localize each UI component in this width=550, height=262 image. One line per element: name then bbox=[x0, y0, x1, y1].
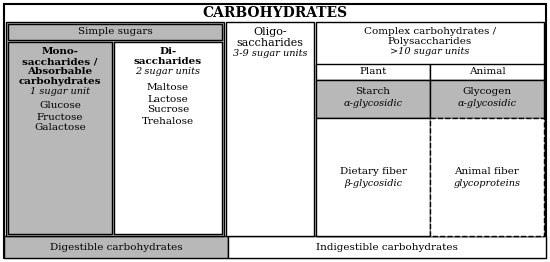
Text: Trehalose: Trehalose bbox=[142, 117, 194, 125]
Text: 1 sugar unit: 1 sugar unit bbox=[30, 88, 90, 96]
Text: Plant: Plant bbox=[359, 68, 387, 77]
Text: Maltose: Maltose bbox=[147, 84, 189, 92]
Text: Indigestible carbohydrates: Indigestible carbohydrates bbox=[316, 243, 458, 252]
Text: α-glycosidic: α-glycosidic bbox=[458, 100, 516, 108]
Bar bbox=[114, 42, 222, 234]
Text: saccharides /: saccharides / bbox=[22, 57, 98, 67]
Bar bbox=[6, 22, 224, 236]
Bar bbox=[430, 80, 544, 118]
Text: Glycogen: Glycogen bbox=[463, 88, 512, 96]
Text: Animal: Animal bbox=[469, 68, 505, 77]
Text: Mono-: Mono- bbox=[41, 47, 79, 57]
Text: saccharides: saccharides bbox=[134, 57, 202, 67]
Text: Absorbable: Absorbable bbox=[28, 68, 92, 77]
Bar bbox=[4, 236, 228, 258]
Bar bbox=[316, 22, 544, 236]
Text: CARBOHYDRATES: CARBOHYDRATES bbox=[202, 6, 348, 20]
Bar bbox=[430, 64, 544, 80]
Bar bbox=[316, 80, 430, 118]
Text: saccharides: saccharides bbox=[236, 38, 304, 48]
Text: Oligo-: Oligo- bbox=[253, 27, 287, 37]
Text: Simple sugars: Simple sugars bbox=[78, 28, 152, 36]
Text: Di-: Di- bbox=[160, 47, 177, 57]
Bar bbox=[226, 22, 314, 236]
Text: Complex carbohydrates /: Complex carbohydrates / bbox=[364, 28, 496, 36]
Text: Dietary fiber: Dietary fiber bbox=[339, 167, 406, 177]
Bar bbox=[316, 118, 430, 236]
Text: α-glycosidic: α-glycosidic bbox=[343, 100, 403, 108]
Text: β-glycosidic: β-glycosidic bbox=[344, 178, 402, 188]
Text: Polysaccharides: Polysaccharides bbox=[388, 37, 472, 46]
Bar bbox=[8, 24, 222, 40]
Bar bbox=[316, 64, 430, 80]
Text: Starch: Starch bbox=[355, 88, 390, 96]
Bar bbox=[430, 118, 544, 236]
Text: glycoproteins: glycoproteins bbox=[454, 178, 520, 188]
Bar bbox=[8, 42, 112, 234]
Text: Galactose: Galactose bbox=[34, 123, 86, 133]
Text: Lactose: Lactose bbox=[147, 95, 188, 103]
Text: >10 sugar units: >10 sugar units bbox=[390, 47, 470, 57]
Text: Animal fiber: Animal fiber bbox=[454, 167, 519, 177]
Text: Sucrose: Sucrose bbox=[147, 106, 189, 114]
Text: Fructose: Fructose bbox=[37, 112, 83, 122]
Bar bbox=[228, 236, 546, 258]
Text: Glucose: Glucose bbox=[39, 101, 81, 111]
Text: 3-9 sugar units: 3-9 sugar units bbox=[233, 50, 307, 58]
Text: carbohydrates: carbohydrates bbox=[19, 78, 101, 86]
Text: 2 sugar units: 2 sugar units bbox=[135, 68, 201, 77]
Text: Digestible carbohydrates: Digestible carbohydrates bbox=[50, 243, 182, 252]
